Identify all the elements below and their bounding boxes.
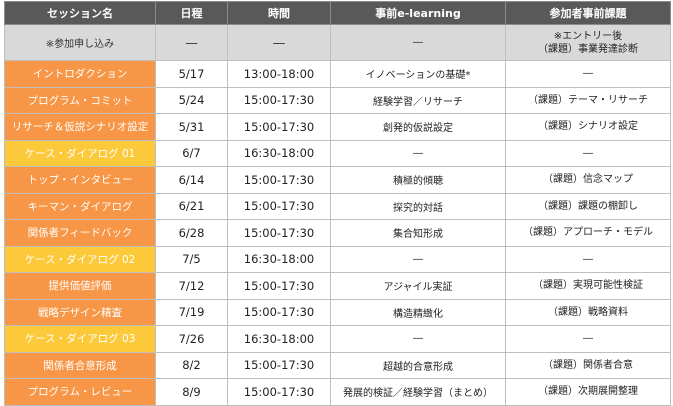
session-date: 7/5 bbox=[155, 245, 228, 273]
session-task: （課題）課題の棚卸し bbox=[505, 192, 671, 220]
session-name: プログラム・レビュー bbox=[4, 378, 156, 406]
session-name: プログラム・コミット bbox=[4, 86, 156, 114]
session-task: （課題）シナリオ設定 bbox=[505, 113, 671, 141]
session-elearning: ― bbox=[330, 325, 506, 353]
session-time: 15:00-17:30 bbox=[227, 192, 331, 220]
session-date: 7/26 bbox=[155, 325, 228, 353]
session-name: 提供価値評価 bbox=[4, 272, 156, 300]
session-name: ケース・ダイアログ 03 bbox=[4, 325, 156, 353]
session-time: 16:30-18:00 bbox=[227, 245, 331, 273]
session-time: 15:00-17:30 bbox=[227, 351, 331, 379]
header-session: セッション名 bbox=[4, 1, 156, 25]
header-elearning: 事前e-learning bbox=[330, 1, 506, 25]
signup-elearning: ― bbox=[330, 24, 506, 61]
session-name: ケース・ダイアログ 02 bbox=[4, 245, 156, 273]
signup-row: ※参加申し込み ― ― ― ※エントリー後 （課題）事業発達診断 bbox=[4, 24, 671, 61]
session-elearning: 構造精緻化 bbox=[330, 298, 506, 326]
session-time: 15:00-17:30 bbox=[227, 113, 331, 141]
session-row: プログラム・コミット 5/24 15:00-17:30 経験学習／リサーチ （課題）テー… bbox=[4, 86, 671, 114]
session-task: ― bbox=[505, 325, 671, 353]
session-time: 15:00-17:30 bbox=[227, 378, 331, 406]
session-row: トップ・インタビュー 6/14 15:00-17:30 積極的傾聴 （課題）信念マップ bbox=[4, 166, 671, 194]
header-time: 時間 bbox=[227, 1, 331, 25]
session-time: 15:00-17:30 bbox=[227, 298, 331, 326]
session-date: 7/12 bbox=[155, 272, 228, 300]
header-task: 参加者事前課題 bbox=[505, 1, 671, 25]
session-name: イントロダクション bbox=[4, 60, 156, 88]
session-elearning: ― bbox=[330, 139, 506, 167]
signup-date: ― bbox=[155, 24, 228, 61]
session-name: 関係者合意形成 bbox=[4, 351, 156, 379]
session-row: 戦略デザイン精査 7/19 15:00-17:30 構造精緻化 （課題）戦略資料 bbox=[4, 298, 671, 326]
schedule-table-wrapper: セッション名 日程 時間 事前e-learning 参加者事前課題 ※参加申し込… bbox=[4, 1, 671, 406]
session-time: 15:00-17:30 bbox=[227, 219, 331, 247]
session-task: （課題）関係者合意 bbox=[505, 351, 671, 379]
session-time: 15:00-17:30 bbox=[227, 86, 331, 114]
session-task: （課題）信念マップ bbox=[505, 166, 671, 194]
header-row: セッション名 日程 時間 事前e-learning 参加者事前課題 bbox=[4, 1, 671, 25]
session-row: 関係者フィードバック 6/28 15:00-17:30 集合知形成 （課題）アプローチ・… bbox=[4, 219, 671, 247]
session-date: 6/7 bbox=[155, 139, 228, 167]
session-task: （課題）次期展開整理 bbox=[505, 378, 671, 406]
session-row: ケース・ダイアログ 01 6/7 16:30-18:00 ― ― bbox=[4, 139, 671, 167]
session-name: ケース・ダイアログ 01 bbox=[4, 139, 156, 167]
session-elearning: ― bbox=[330, 245, 506, 273]
session-date: 5/17 bbox=[155, 60, 228, 88]
session-elearning: アジャイル実証 bbox=[330, 272, 506, 300]
signup-task-line2: （課題）事業発達診断 bbox=[538, 43, 638, 55]
session-date: 6/21 bbox=[155, 192, 228, 220]
session-elearning: 探究的対話 bbox=[330, 192, 506, 220]
header-date: 日程 bbox=[155, 1, 228, 25]
session-task: （課題）実現可能性検証 bbox=[505, 272, 671, 300]
session-time: 16:30-18:00 bbox=[227, 325, 331, 353]
session-task: ― bbox=[505, 139, 671, 167]
session-date: 8/9 bbox=[155, 378, 228, 406]
session-row: リサーチ＆仮説シナリオ設定 5/31 15:00-17:30 創発的仮説設定 （課題）シ… bbox=[4, 113, 671, 141]
session-task: （課題）テーマ・リサーチ bbox=[505, 86, 671, 114]
signup-time: ― bbox=[227, 24, 331, 61]
session-name: リサーチ＆仮説シナリオ設定 bbox=[4, 113, 156, 141]
session-time: 15:00-17:30 bbox=[227, 272, 331, 300]
session-name: トップ・インタビュー bbox=[4, 166, 156, 194]
session-time: 15:00-17:30 bbox=[227, 166, 331, 194]
session-date: 6/28 bbox=[155, 219, 228, 247]
session-elearning: 創発的仮説設定 bbox=[330, 113, 506, 141]
session-date: 7/19 bbox=[155, 298, 228, 326]
session-elearning: イノベーションの基礎* bbox=[330, 60, 506, 88]
session-name: キーマン・ダイアログ bbox=[4, 192, 156, 220]
session-task: （課題）戦略資料 bbox=[505, 298, 671, 326]
session-task: （課題）アプローチ・モデル bbox=[505, 219, 671, 247]
session-date: 5/24 bbox=[155, 86, 228, 114]
session-elearning: 経験学習／リサーチ bbox=[330, 86, 506, 114]
session-time: 16:30-18:00 bbox=[227, 139, 331, 167]
session-name: 戦略デザイン精査 bbox=[4, 298, 156, 326]
session-row: ケース・ダイアログ 02 7/5 16:30-18:00 ― ― bbox=[4, 245, 671, 273]
session-row: キーマン・ダイアログ 6/21 15:00-17:30 探究的対話 （課題）課題の棚卸し bbox=[4, 192, 671, 220]
session-name: 関係者フィードバック bbox=[4, 219, 156, 247]
session-task: ― bbox=[505, 60, 671, 88]
session-row: 関係者合意形成 8/2 15:00-17:30 超越的合意形成 （課題）関係者合意 bbox=[4, 351, 671, 379]
session-row: イントロダクション 5/17 13:00-18:00 イノベーションの基礎* ― bbox=[4, 60, 671, 88]
session-elearning: 積極的傾聴 bbox=[330, 166, 506, 194]
session-elearning: 発展的検証／経験学習（まとめ） bbox=[330, 378, 506, 406]
session-elearning: 超越的合意形成 bbox=[330, 351, 506, 379]
session-row: ケース・ダイアログ 03 7/26 16:30-18:00 ― ― bbox=[4, 325, 671, 353]
session-date: 5/31 bbox=[155, 113, 228, 141]
signup-task: ※エントリー後 （課題）事業発達診断 bbox=[505, 24, 671, 61]
session-row: 提供価値評価 7/12 15:00-17:30 アジャイル実証 （課題）実現可能性検証 bbox=[4, 272, 671, 300]
session-row: プログラム・レビュー 8/9 15:00-17:30 発展的検証／経験学習（まとめ）（… bbox=[4, 378, 671, 406]
signup-task-line1: ※エントリー後 bbox=[553, 30, 623, 42]
schedule-table: セッション名 日程 時間 事前e-learning 参加者事前課題 ※参加申し込… bbox=[4, 1, 671, 406]
session-task: ― bbox=[505, 245, 671, 273]
session-date: 8/2 bbox=[155, 351, 228, 379]
session-elearning: 集合知形成 bbox=[330, 219, 506, 247]
session-date: 6/14 bbox=[155, 166, 228, 194]
signup-session: ※参加申し込み bbox=[4, 24, 156, 61]
session-time: 13:00-18:00 bbox=[227, 60, 331, 88]
